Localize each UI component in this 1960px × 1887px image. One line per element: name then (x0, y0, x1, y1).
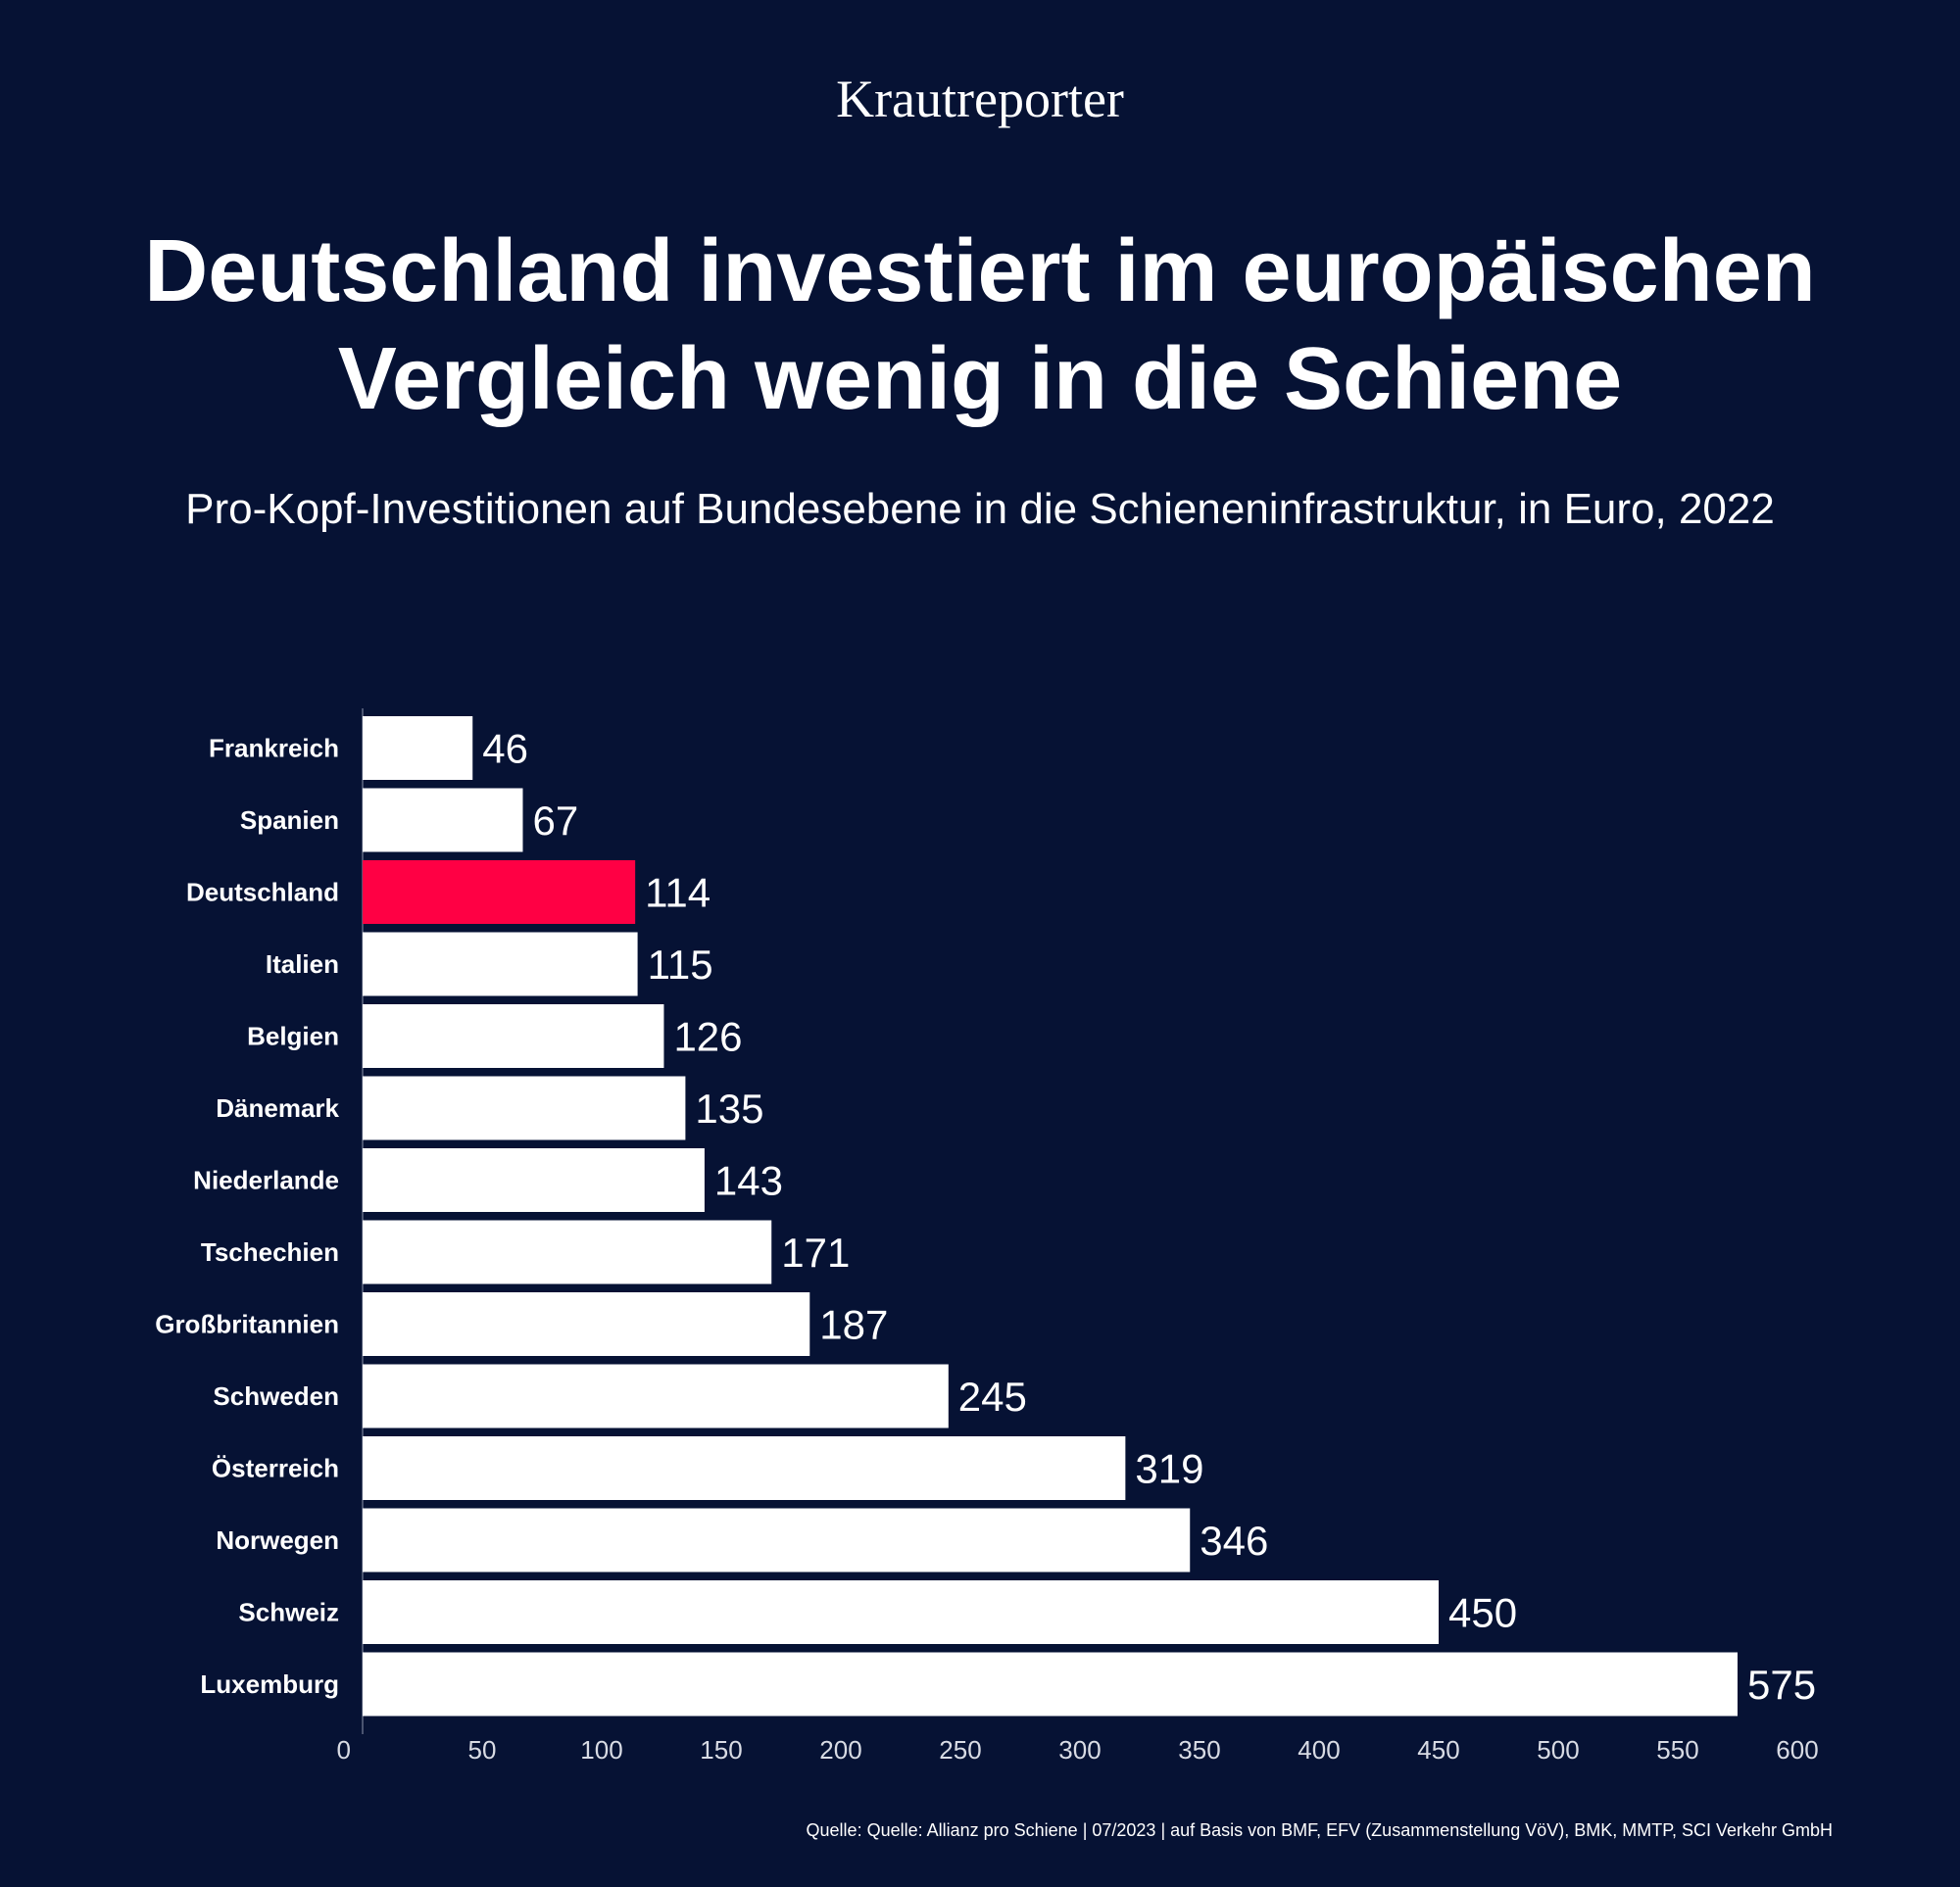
category-label: Dänemark (216, 1093, 339, 1123)
value-label: 319 (1135, 1446, 1203, 1492)
category-label: Frankreich (209, 734, 339, 763)
chart-subtitle: Pro-Kopf-Investitionen auf Bundesebene i… (185, 485, 1775, 533)
x-tick-label: 0 (337, 1735, 351, 1765)
value-label: 575 (1747, 1662, 1816, 1708)
bar-schweden (363, 1364, 949, 1428)
x-tick-label: 550 (1656, 1735, 1698, 1765)
source-note: Quelle: Quelle: Allianz pro Schiene | 07… (806, 1820, 1833, 1840)
value-label: 171 (781, 1230, 850, 1276)
x-tick-label: 350 (1178, 1735, 1220, 1765)
x-tick-label: 150 (700, 1735, 742, 1765)
category-label: Niederlande (193, 1166, 339, 1195)
chart-title: Deutschland investiert im europäischen V… (0, 218, 1960, 433)
bar-frankreich (363, 716, 473, 780)
title-line-2: Vergleich wenig in die Schiene (337, 330, 1623, 428)
category-label: Österreich (212, 1454, 339, 1483)
x-tick-label: 500 (1537, 1735, 1579, 1765)
x-tick-label: 100 (580, 1735, 622, 1765)
bar-niederlande (363, 1148, 705, 1212)
value-label: 126 (673, 1014, 742, 1060)
value-label: 143 (714, 1158, 783, 1204)
x-tick-label: 250 (939, 1735, 981, 1765)
value-label: 245 (958, 1374, 1027, 1420)
bar-schweiz (363, 1580, 1439, 1644)
bar-spanien (363, 788, 523, 852)
value-label: 46 (482, 726, 528, 772)
value-label: 115 (648, 942, 713, 988)
value-label: 135 (695, 1086, 763, 1132)
category-label: Großbritannien (155, 1310, 339, 1339)
category-label: Norwegen (216, 1525, 339, 1555)
title-line-1: Deutschland investiert im europäischen (144, 222, 1816, 320)
value-label: 67 (532, 798, 578, 844)
x-tick-label: 300 (1058, 1735, 1101, 1765)
x-tick-label: 400 (1298, 1735, 1340, 1765)
category-label: Spanien (240, 805, 339, 835)
category-label: Luxemburg (200, 1669, 339, 1699)
x-tick-label: 200 (819, 1735, 861, 1765)
value-label: 450 (1448, 1590, 1517, 1636)
bar-deutschland (363, 860, 636, 924)
bar-luxemburg (363, 1652, 1738, 1717)
bar-österreich (363, 1436, 1126, 1500)
bar-italien (363, 932, 638, 996)
bar-tschechien (363, 1220, 772, 1284)
brand-logo: Krautreporter (836, 70, 1124, 128)
category-label: Italien (266, 949, 339, 979)
category-label: Schweiz (238, 1598, 339, 1627)
bar-belgien (363, 1004, 664, 1068)
value-label: 346 (1200, 1518, 1268, 1564)
bar-norwegen (363, 1508, 1191, 1572)
category-label: Tschechien (201, 1237, 339, 1267)
category-label: Deutschland (186, 878, 339, 907)
category-label: Schweden (213, 1381, 339, 1411)
category-label: Belgien (247, 1022, 339, 1051)
bar-dänemark (363, 1076, 686, 1140)
value-label: 187 (819, 1302, 888, 1348)
bar-großbritannien (363, 1292, 810, 1356)
value-label: 114 (645, 870, 710, 916)
x-tick-label: 50 (468, 1735, 497, 1765)
x-tick-label: 450 (1417, 1735, 1459, 1765)
x-tick-label: 600 (1776, 1735, 1818, 1765)
